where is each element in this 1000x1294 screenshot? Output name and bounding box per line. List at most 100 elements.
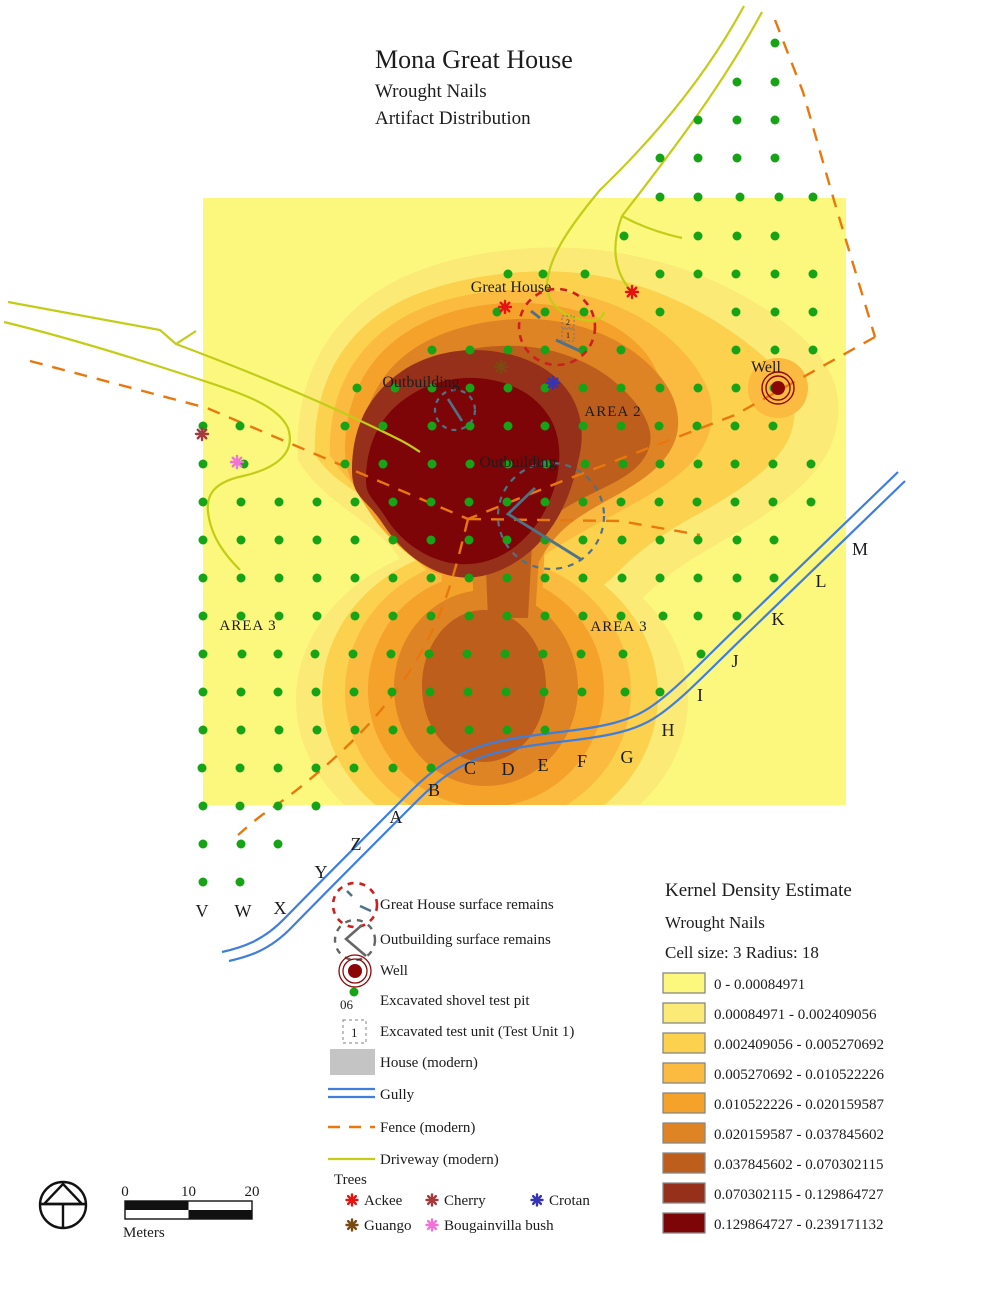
kde-class-swatch-6 — [662, 1122, 706, 1144]
shovel-test-pit-dot — [273, 839, 283, 849]
shovel-test-pit-dot — [693, 383, 703, 393]
shovel-test-pit-dot — [427, 383, 437, 393]
cherry-legend-icon — [425, 1193, 439, 1207]
shovel-test-pit-dot — [352, 383, 362, 393]
shovel-test-pit-dot — [198, 497, 208, 507]
shovel-test-pit-dot — [198, 459, 208, 469]
place-label-outbuilding: Outbuilding — [479, 454, 556, 471]
shovel-test-pit-dot — [502, 725, 512, 735]
legend-outbuilding-symbol — [333, 918, 377, 962]
shovel-test-pit-dot — [500, 649, 510, 659]
great-house-remains-tick — [346, 890, 353, 897]
great-house-surface-remains: 2 1 — [517, 287, 597, 367]
tree-legend-label-ackee: Ackee — [364, 1193, 403, 1209]
transect-letter-C: C — [464, 758, 476, 778]
shovel-test-pit-dot — [427, 421, 437, 431]
shovel-test-pit-dot — [464, 725, 474, 735]
shovel-test-pit-dot — [350, 573, 360, 583]
transect-letter-J: J — [731, 651, 738, 671]
shovel-test-pit-dot — [578, 497, 588, 507]
area-label-area-3: AREA 3 — [219, 618, 276, 634]
shovel-test-pit-dot — [768, 421, 778, 431]
shovel-test-pit-dot — [378, 459, 388, 469]
kde-class-swatch-3 — [662, 1032, 706, 1054]
shovel-test-pit-dot — [274, 573, 284, 583]
shovel-test-pit-dot — [312, 725, 322, 735]
shovel-test-pit-dot — [501, 687, 511, 697]
shovel-test-pit-dot — [350, 725, 360, 735]
place-label-well: Well — [751, 359, 781, 376]
shovel-test-pit-dot — [235, 801, 245, 811]
shovel-test-pit-dot — [273, 801, 283, 811]
scale-tick-0: 0 — [121, 1184, 129, 1200]
shovel-test-pit-dot — [658, 611, 668, 621]
shovel-test-pit-dot — [693, 269, 703, 279]
kde-class-range-1: 0 - 0.00084971 — [714, 977, 805, 993]
driveway-east-spur — [621, 215, 683, 240]
shovel-test-pit-dot — [578, 611, 588, 621]
shovel-test-pit-dot — [616, 497, 626, 507]
shovel-test-pit-dot — [578, 573, 588, 583]
shovel-test-pit-dot — [340, 421, 350, 431]
shovel-test-pit-dot — [348, 649, 358, 659]
fence-west-segment — [29, 359, 469, 521]
fence-diagonal-segment — [467, 335, 876, 521]
transect-letters: V W X Y Z A B C D E F G H I J K L M — [196, 539, 869, 921]
legend-gully-symbol — [328, 1087, 375, 1099]
shovel-test-pit-dot — [540, 611, 550, 621]
kde-class-range-5: 0.010522226 - 0.020159587 — [714, 1097, 884, 1113]
legend-test-unit-symbol: 1 — [342, 1019, 367, 1044]
shovel-test-pit-dot — [655, 573, 665, 583]
kde-legend: Kernel Density Estimate Wrought Nails Ce… — [662, 880, 884, 1234]
shovel-test-pit-dot — [274, 497, 284, 507]
shovel-test-pit-dot — [538, 649, 548, 659]
tree-legend-label-guango: Guango — [364, 1218, 412, 1234]
place-label-great-house: Great House — [471, 279, 551, 296]
title-block: Mona Great House Wrought Nails Artifact … — [375, 45, 573, 129]
shovel-test-pit-dot — [731, 307, 741, 317]
well-middle-ring — [765, 375, 791, 401]
legend-shovel-test-pit-label: Excavated shovel test pit — [380, 993, 530, 1009]
shovel-test-pit-dot — [618, 649, 628, 659]
shovel-test-pit-dot — [540, 497, 550, 507]
driveway-northeast-east-edge — [621, 11, 763, 217]
test-unit-2: 2 — [561, 315, 575, 329]
shovel-test-pit-dot — [273, 687, 283, 697]
shovel-test-pit-dot — [464, 497, 474, 507]
shovel-test-pit-dot — [492, 307, 502, 317]
shovel-test-pit-dot — [311, 763, 321, 773]
tree-symbols — [194, 284, 640, 470]
shovel-test-pit-dot — [274, 611, 284, 621]
transect-letter-B: B — [428, 780, 440, 800]
gully-line-2 — [228, 480, 906, 963]
shovel-test-pit-dot — [616, 383, 626, 393]
outbuilding-remains-line — [446, 398, 464, 422]
shovel-test-pit-dot — [808, 345, 818, 355]
shovel-test-pit-dot — [693, 115, 703, 125]
shovel-test-pit-dot — [808, 307, 818, 317]
shovel-test-pit-dot — [540, 307, 550, 317]
shovel-test-pit-dot — [770, 77, 780, 87]
well-icon-ring — [342, 958, 368, 984]
shovel-test-pit-dot — [198, 535, 208, 545]
transect-letter-X: X — [274, 898, 287, 918]
shovel-test-pit-dot — [312, 497, 322, 507]
shovel-test-pit-dot — [620, 687, 630, 697]
shovel-test-pit-dot — [732, 535, 742, 545]
tree-legend-label-bougainvilla: Bougainvilla bush — [444, 1218, 554, 1234]
tree-legend-label-crotan: Crotan — [549, 1193, 590, 1209]
shovel-test-pit-dot — [273, 649, 283, 659]
legend-test-unit-label: Excavated test unit (Test Unit 1) — [380, 1024, 574, 1040]
shovel-test-pit-dot — [731, 383, 741, 393]
shovel-test-pit-dot — [770, 38, 780, 48]
kde-class-swatch-2 — [662, 1002, 706, 1024]
shovel-test-pit-dot — [312, 573, 322, 583]
legend-fence-label: Fence (modern) — [380, 1120, 475, 1136]
shovel-test-pit-dot — [616, 611, 626, 621]
kde-class-swatch-7 — [662, 1152, 706, 1174]
legend-shovel-test-pit-symbol: 06 — [340, 987, 359, 1012]
driveway-west-upper — [7, 300, 197, 346]
shovel-test-pit-dot — [198, 611, 208, 621]
ackee-tree-icon — [624, 284, 640, 300]
shovel-test-pit-dot — [770, 153, 780, 163]
